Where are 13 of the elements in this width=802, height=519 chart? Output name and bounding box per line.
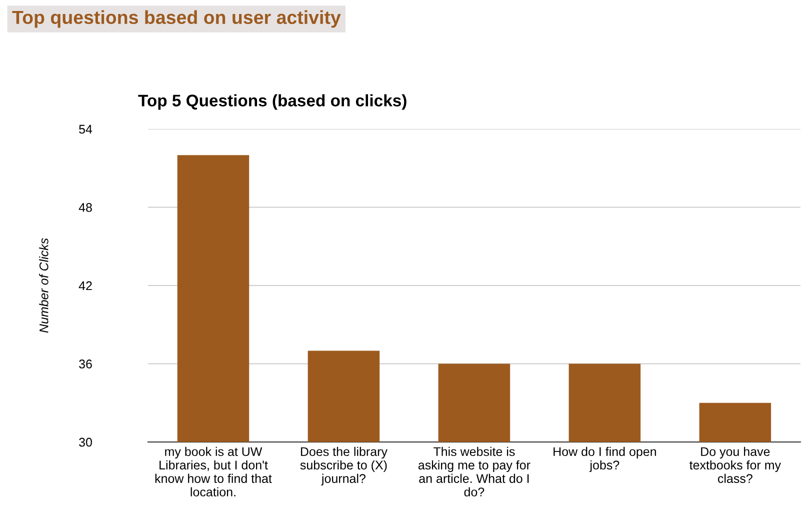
x-tick-label: Do you have textbooks for my class? — [690, 446, 781, 483]
y-tick-label: 30 — [79, 438, 92, 447]
y-tick-label: 36 — [79, 360, 92, 368]
x-tick-label: How do I find open jobs? — [554, 446, 656, 472]
y-axis-title: Number of Clicks — [39, 238, 48, 333]
chart-subtitle: Top questions based on user activity — [12, 10, 341, 28]
y-tick-label: 42 — [78, 281, 92, 290]
x-tick-label: my book is at UW Libraries, but I don't know how to find that location. — [155, 446, 272, 496]
x-tick-label: This website is asking me to pay for an article. What do I do? — [418, 446, 530, 496]
y-tick-label: 48 — [78, 203, 92, 212]
x-tick-label: Does the library subscribe to (X) journal? — [300, 446, 388, 486]
y-tick-label: 54 — [79, 124, 92, 134]
chart-title: Top 5 Questions (based on clicks) — [138, 94, 406, 110]
